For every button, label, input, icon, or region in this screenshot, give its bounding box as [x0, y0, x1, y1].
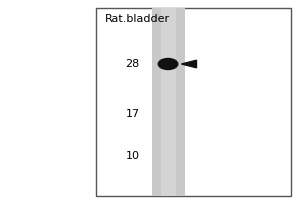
Polygon shape [182, 60, 196, 68]
Text: 10: 10 [125, 151, 140, 161]
Bar [96, 8, 291, 196]
Text: Rat.bladder: Rat.bladder [105, 14, 170, 24]
Bar [160, 8, 175, 196]
Bar [152, 8, 184, 196]
Text: 17: 17 [125, 109, 140, 119]
Text: 28: 28 [125, 59, 140, 69]
Ellipse shape [158, 58, 178, 70]
